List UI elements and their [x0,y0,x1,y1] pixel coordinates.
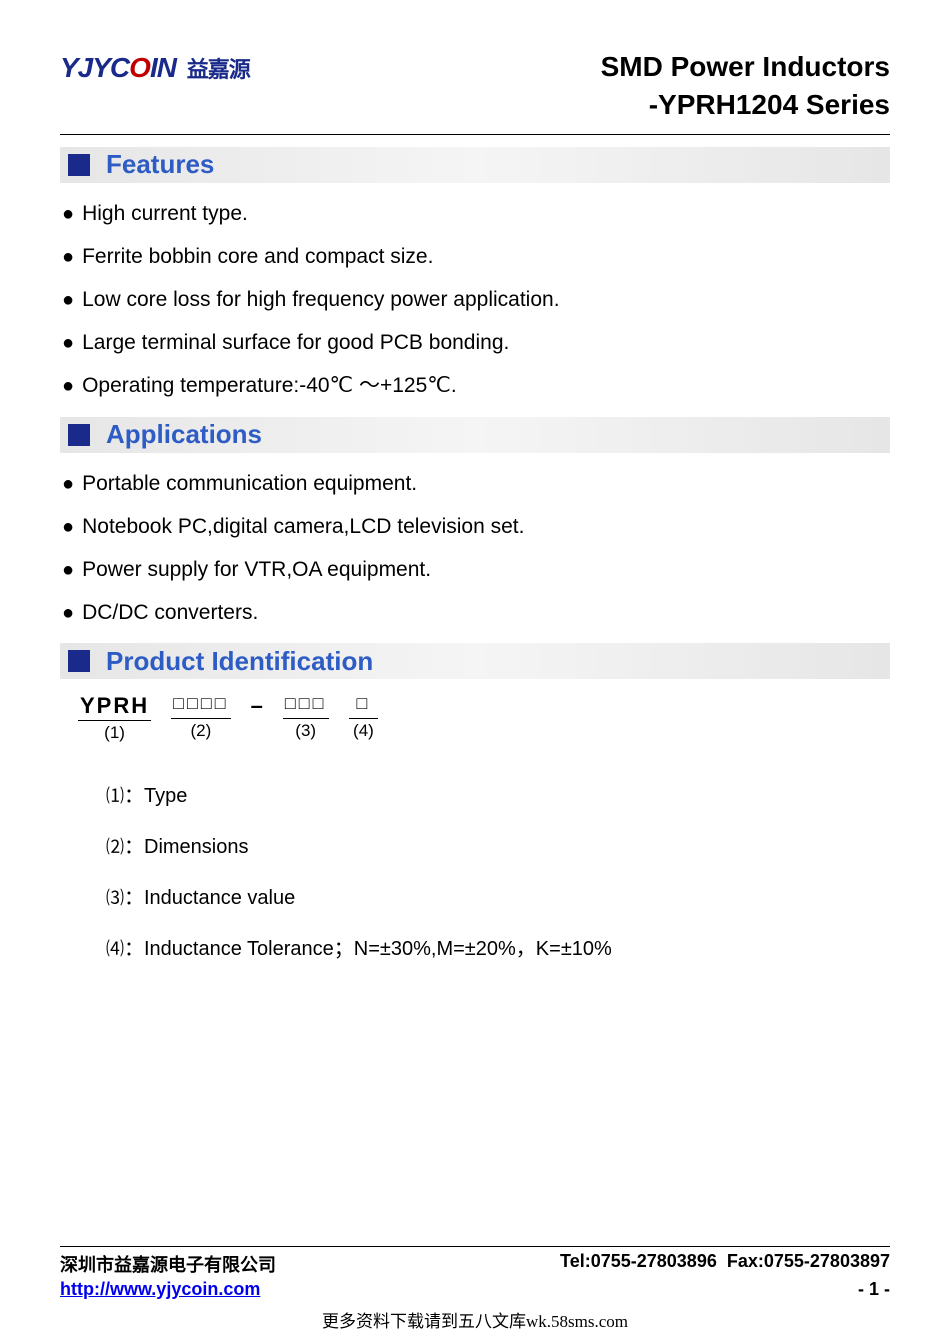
list-item: Power supply for VTR,OA equipment. [62,557,890,582]
footer-company: 深圳市益嘉源电子有限公司 [60,1251,276,1277]
title-line-1: SMD Power Inductors [601,48,890,86]
list-item: High current type. [62,201,890,226]
pid-top-label: YPRH [78,693,151,721]
definition-item: ⑶：Inductance value [106,881,890,910]
pid-index: (4) [353,721,374,741]
pid-part-4: □ (4) [349,693,379,741]
pid-dash: – [251,693,263,719]
footer-fax: Fax:0755-27803897 [727,1251,890,1271]
pid-top-boxes: □ [349,693,379,719]
definition-item: ⑷：Inductance Tolerance；N=±30%,M=±20%，K=±… [106,932,890,961]
pid-top-boxes: □□□ [283,693,329,719]
definition-text: ：Inductance value [124,887,295,909]
header: YJYCOIN 益嘉源 SMD Power Inductors -YPRH120… [60,48,890,124]
logo-text-en: YJYCOIN 益嘉源 [60,52,250,84]
page-footer: 深圳市益嘉源电子有限公司 Tel:0755-27803896 Fax:0755-… [60,1246,890,1300]
pid-index: (3) [295,721,316,741]
definition-text: ：Inductance Tolerance；N=±30%,M=±20%，K=±1… [124,938,612,960]
logo-text-cn: 益嘉源 [187,57,250,82]
definition-item: ⑴：Type [106,779,890,808]
footer-tel: Tel:0755-27803896 [560,1251,717,1271]
company-logo: YJYCOIN 益嘉源 [60,48,250,84]
footer-row-url: http://www.yjycoin.com - 1 - [60,1279,890,1300]
list-item: Portable communication equipment. [62,471,890,496]
definition-text: ：Type [124,785,187,807]
section-title-applications: Applications [106,419,262,450]
list-item: DC/DC converters. [62,600,890,625]
logo-suffix: IN [150,52,176,83]
square-marker-icon [68,424,90,446]
bottom-download-note: 更多资料下载请到五八文库wk.58sms.com [0,1307,950,1332]
pid-part-3: □□□ (3) [283,693,329,741]
header-divider [60,134,890,135]
section-title-features: Features [106,149,214,180]
square-marker-icon [68,154,90,176]
footer-url-link[interactable]: http://www.yjycoin.com [60,1279,260,1300]
logo-red-o: O [129,52,150,83]
definition-item: ⑵：Dimensions [106,830,890,859]
section-header-features: Features [60,147,890,183]
definition-num: ⑴ [106,786,124,806]
definition-num: ⑶ [106,888,124,908]
list-item: Large terminal surface for good PCB bond… [62,330,890,355]
list-item: Operating temperature:-40℃ ～+125℃. [62,373,890,398]
footer-page-number: - 1 - [858,1279,890,1300]
footer-contact: Tel:0755-27803896 Fax:0755-27803897 [560,1251,890,1277]
document-title: SMD Power Inductors -YPRH1204 Series [601,48,890,124]
list-item: Low core loss for high frequency power a… [62,287,890,312]
features-list: High current type. Ferrite bobbin core a… [60,201,890,399]
applications-list: Portable communication equipment. Notebo… [60,471,890,626]
pid-part-2: □□□□ (2) [171,693,231,741]
definition-num: ⑷ [106,939,124,959]
title-line-2: -YPRH1204 Series [601,86,890,124]
product-id-definitions: ⑴：Type ⑵：Dimensions ⑶：Inductance value ⑷… [106,779,890,961]
list-item: Ferrite bobbin core and compact size. [62,244,890,269]
list-item: Notebook PC,digital camera,LCD televisio… [62,514,890,539]
footer-divider [60,1246,890,1247]
pid-part-1: YPRH (1) [78,693,151,743]
pid-index: (1) [104,723,125,743]
definition-text: ：Dimensions [124,836,248,858]
section-header-applications: Applications [60,417,890,453]
footer-row-company: 深圳市益嘉源电子有限公司 Tel:0755-27803896 Fax:0755-… [60,1251,890,1277]
square-marker-icon [68,650,90,672]
definition-num: ⑵ [106,837,124,857]
section-title-product-id: Product Identification [106,646,373,677]
product-id-diagram: YPRH (1) □□□□ (2) – □□□ (3) □ (4) [78,693,890,743]
section-header-product-id: Product Identification [60,643,890,679]
logo-prefix: YJYC [60,52,129,83]
pid-top-boxes: □□□□ [171,693,231,719]
pid-index: (2) [190,721,211,741]
